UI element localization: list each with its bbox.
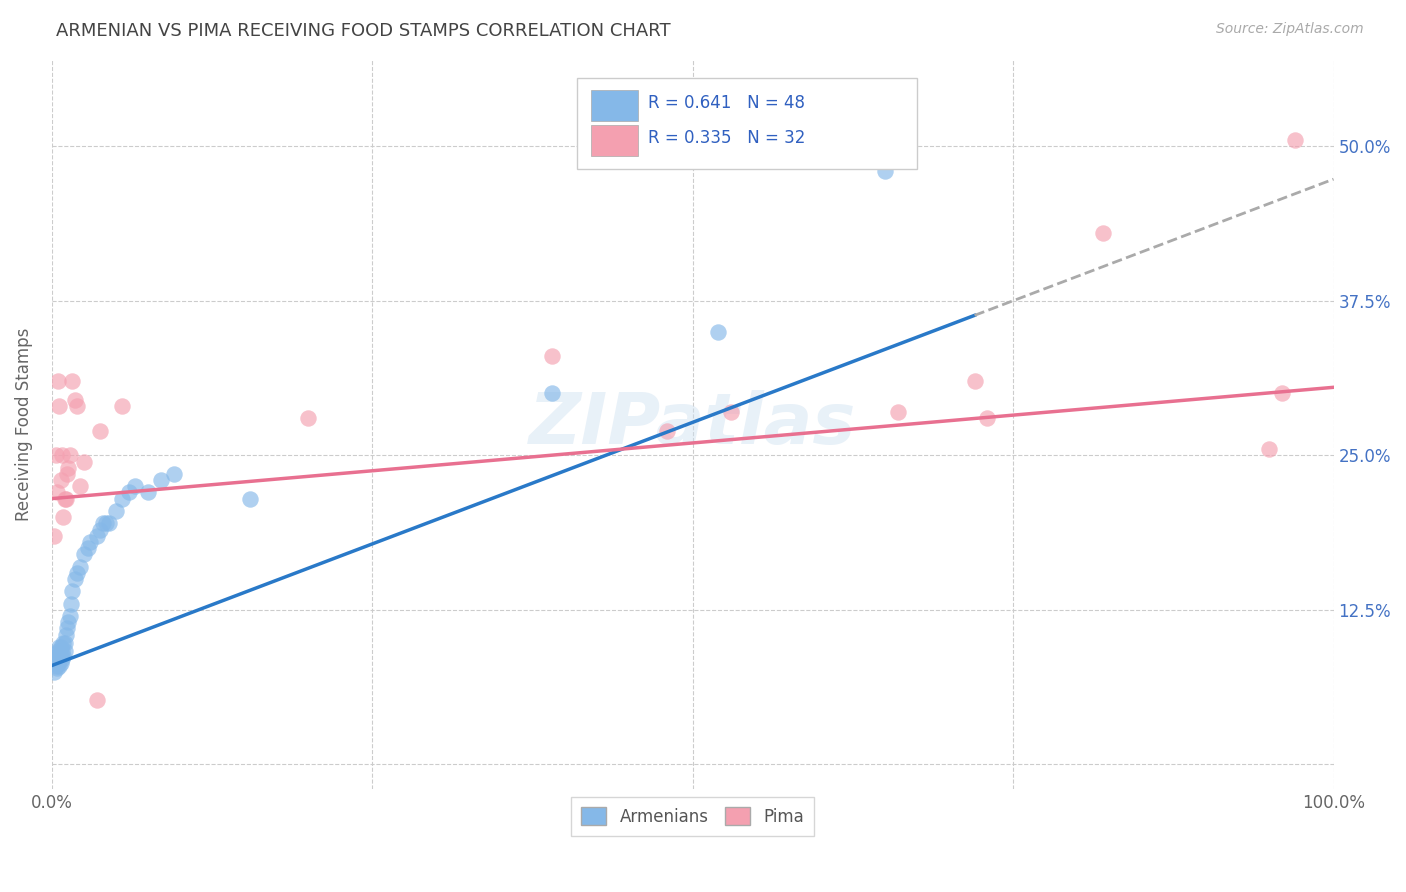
Point bbox=[53, 644, 76, 658]
Point bbox=[44, 529, 66, 543]
Point bbox=[53, 636, 76, 650]
Point bbox=[45, 661, 67, 675]
FancyBboxPatch shape bbox=[592, 90, 637, 121]
Point bbox=[44, 665, 66, 679]
Point bbox=[45, 658, 67, 673]
Point bbox=[56, 467, 79, 481]
Text: ZIPatlas: ZIPatlas bbox=[529, 390, 856, 458]
Point bbox=[60, 374, 83, 388]
Point bbox=[58, 615, 80, 630]
Point bbox=[51, 448, 73, 462]
Point bbox=[976, 411, 998, 425]
Point bbox=[63, 572, 86, 586]
Point bbox=[162, 467, 184, 481]
Point bbox=[104, 504, 127, 518]
Point bbox=[707, 325, 730, 339]
Point bbox=[48, 399, 70, 413]
Point bbox=[59, 448, 82, 462]
Point bbox=[76, 541, 98, 555]
Point bbox=[45, 652, 67, 666]
Point bbox=[48, 640, 70, 654]
Point bbox=[98, 516, 121, 531]
Point bbox=[89, 523, 111, 537]
Point bbox=[297, 411, 319, 425]
Point bbox=[48, 652, 70, 666]
Point bbox=[63, 392, 86, 407]
Point bbox=[48, 658, 70, 673]
Point bbox=[52, 510, 75, 524]
Point bbox=[46, 656, 69, 670]
Point bbox=[58, 460, 80, 475]
Point bbox=[73, 454, 96, 468]
Point bbox=[136, 485, 159, 500]
Point bbox=[873, 164, 896, 178]
Point bbox=[55, 627, 77, 641]
Point bbox=[49, 648, 72, 663]
Point bbox=[540, 350, 562, 364]
Point bbox=[46, 648, 69, 663]
Point bbox=[69, 559, 91, 574]
Point bbox=[52, 648, 75, 663]
Point bbox=[89, 424, 111, 438]
FancyBboxPatch shape bbox=[592, 125, 637, 156]
Point bbox=[655, 424, 678, 438]
Point bbox=[86, 529, 108, 543]
Text: Source: ZipAtlas.com: Source: ZipAtlas.com bbox=[1216, 22, 1364, 37]
Point bbox=[60, 584, 83, 599]
Point bbox=[59, 609, 82, 624]
Point bbox=[49, 640, 72, 654]
Point bbox=[45, 646, 67, 660]
Point bbox=[239, 491, 262, 506]
Point bbox=[111, 399, 134, 413]
Point bbox=[53, 491, 76, 506]
Point bbox=[49, 656, 72, 670]
Point bbox=[46, 644, 69, 658]
Point bbox=[51, 644, 73, 658]
Point bbox=[56, 622, 79, 636]
Text: ARMENIAN VS PIMA RECEIVING FOOD STAMPS CORRELATION CHART: ARMENIAN VS PIMA RECEIVING FOOD STAMPS C… bbox=[56, 22, 671, 40]
Point bbox=[720, 405, 742, 419]
Point bbox=[52, 636, 75, 650]
FancyBboxPatch shape bbox=[578, 78, 917, 169]
Point bbox=[55, 491, 77, 506]
Point bbox=[79, 535, 101, 549]
Point bbox=[45, 485, 67, 500]
Point bbox=[59, 597, 82, 611]
Point bbox=[45, 448, 67, 462]
Text: R = 0.335   N = 32: R = 0.335 N = 32 bbox=[648, 129, 806, 147]
Point bbox=[540, 386, 562, 401]
Point bbox=[1258, 442, 1281, 457]
Point bbox=[1271, 386, 1294, 401]
Point bbox=[73, 547, 96, 561]
Y-axis label: Receiving Food Stamps: Receiving Food Stamps bbox=[15, 327, 32, 521]
Legend: Armenians, Pima: Armenians, Pima bbox=[571, 797, 814, 836]
Point bbox=[118, 485, 141, 500]
Point bbox=[69, 479, 91, 493]
Point bbox=[86, 693, 108, 707]
Point bbox=[124, 479, 146, 493]
Point bbox=[66, 566, 89, 580]
Point bbox=[111, 491, 134, 506]
Point bbox=[1091, 226, 1114, 240]
Point bbox=[46, 374, 69, 388]
Point bbox=[94, 516, 117, 531]
Point bbox=[963, 374, 986, 388]
Point bbox=[149, 473, 172, 487]
Point bbox=[49, 473, 72, 487]
Text: R = 0.641   N = 48: R = 0.641 N = 48 bbox=[648, 95, 804, 112]
Point bbox=[91, 516, 114, 531]
Point bbox=[886, 405, 908, 419]
Point bbox=[1284, 133, 1306, 147]
Point bbox=[66, 399, 89, 413]
Point bbox=[51, 652, 73, 666]
